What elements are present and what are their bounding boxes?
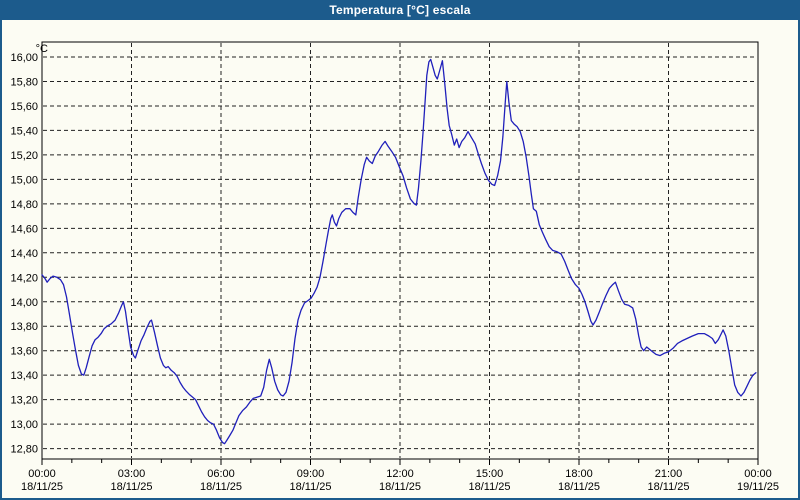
x-tick-time-label: 06:00 (207, 468, 235, 480)
x-tick-date-label: 18/11/25 (110, 481, 152, 493)
temperature-chart: 16,00 15,80 15,60 15,40 15,20 15,00 14,80 14,60… (10, 41, 779, 493)
y-tick-label: 14,80 (10, 199, 38, 211)
y-tick-label: 15,40 (10, 125, 38, 137)
y-tick-label: 16,00 (10, 52, 38, 64)
y-tick-label: 12,80 (10, 444, 38, 456)
y-tick-label: 14,60 (10, 223, 38, 235)
x-tick-time-label: 12:00 (386, 468, 414, 480)
temperature-line (41, 58, 757, 445)
x-tick-date-label: 18/11/25 (200, 481, 242, 493)
y-tick-label: 14,20 (10, 272, 38, 284)
y-tick-label: 15,80 (10, 76, 38, 88)
x-tick-time-label: 00:00 (744, 468, 772, 480)
y-tick-label: 13,40 (10, 370, 38, 382)
y-tick-label: 13,80 (10, 321, 38, 333)
x-tick-time-label: 00:00 (28, 468, 56, 480)
x-tick-time-label: 09:00 (297, 468, 325, 480)
y-tick-label: 15,20 (10, 150, 38, 162)
x-tick-time-label: 18:00 (565, 468, 593, 480)
x-tick-date-label: 18/11/25 (558, 481, 600, 493)
x-tick-date-label: 18/11/25 (21, 481, 63, 493)
y-tick-label: 13,60 (10, 346, 38, 358)
y-tick-label: 14,40 (10, 248, 38, 260)
window-title: Temperatura [°C] escala (329, 3, 471, 17)
y-tick-label: 13,20 (10, 395, 38, 407)
y-tick-label: 15,00 (10, 174, 38, 186)
x-tick-date-label: 19/11/25 (737, 481, 779, 493)
x-tick-time-label: 15:00 (476, 468, 504, 480)
x-tick-date-label: 18/11/25 (468, 481, 510, 493)
x-tick-time-label: 03:00 (118, 468, 146, 480)
x-tick-date-label: 18/11/25 (647, 481, 689, 493)
y-tick-label: 13,00 (10, 419, 38, 431)
x-tick-time-label: 21:00 (655, 468, 683, 480)
y-tick-label: 15,60 (10, 101, 38, 113)
x-tick-date-label: 18/11/25 (289, 481, 331, 493)
y-axis-unit-label: °C (36, 43, 48, 55)
x-tick-date-label: 18/11/25 (379, 481, 421, 493)
title-bar: Temperatura [°C] escala (2, 0, 798, 20)
y-tick-label: 14,00 (10, 297, 38, 309)
